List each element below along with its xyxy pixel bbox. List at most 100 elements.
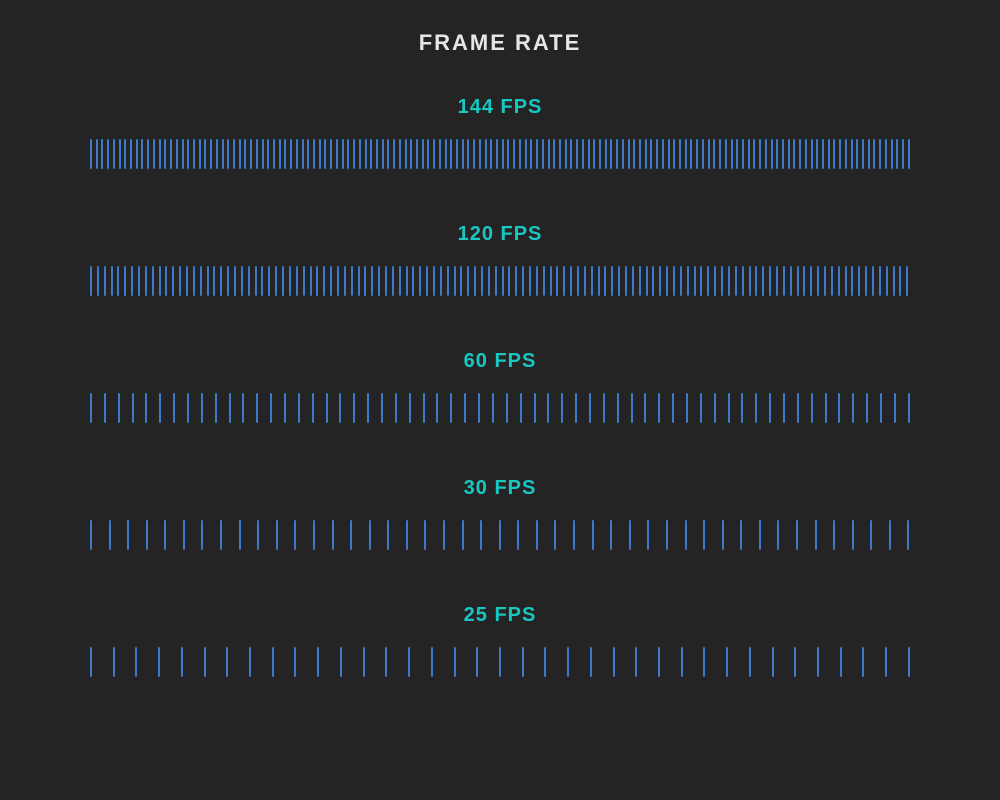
fps-tick xyxy=(902,139,904,169)
fps-tick xyxy=(173,393,175,423)
fps-tick xyxy=(233,139,235,169)
frame-rate-infographic: FRAME RATE 144 FPS120 FPS60 FPS30 FPS25 … xyxy=(0,0,1000,800)
fps-tick xyxy=(522,647,524,677)
fps-tick xyxy=(906,266,908,296)
fps-tick xyxy=(576,139,578,169)
fps-tick xyxy=(462,139,464,169)
fps-tick xyxy=(810,266,812,296)
fps-tick xyxy=(573,520,575,550)
fps-tick xyxy=(447,266,449,296)
fps-tick xyxy=(879,139,881,169)
fps-tick xyxy=(908,393,910,423)
fps-row-label: 30 FPS xyxy=(464,477,537,500)
fps-tick xyxy=(467,266,469,296)
fps-tick-track xyxy=(90,643,910,677)
fps-tick xyxy=(696,139,698,169)
fps-tick xyxy=(229,393,231,423)
fps-tick xyxy=(257,520,259,550)
fps-tick xyxy=(522,266,524,296)
fps-tick xyxy=(668,139,670,169)
fps-row-label: 144 FPS xyxy=(458,96,543,119)
fps-tick xyxy=(728,266,730,296)
fps-tick xyxy=(450,393,452,423)
fps-tick xyxy=(104,266,106,296)
fps-tick xyxy=(130,139,132,169)
fps-tick xyxy=(272,647,274,677)
fps-tick xyxy=(406,266,408,296)
fps-tick xyxy=(90,266,92,296)
fps-row-label: 60 FPS xyxy=(464,350,537,373)
fps-tick xyxy=(481,266,483,296)
fps-tick xyxy=(358,266,360,296)
fps-tick xyxy=(529,266,531,296)
fps-tick xyxy=(783,393,785,423)
fps-tick xyxy=(880,393,882,423)
fps-tick xyxy=(666,266,668,296)
fps-tick xyxy=(680,266,682,296)
fps-tick xyxy=(577,266,579,296)
fps-tick xyxy=(496,139,498,169)
fps-tick xyxy=(845,139,847,169)
fps-tick xyxy=(502,266,504,296)
fps-tick xyxy=(317,647,319,677)
fps-tick xyxy=(480,520,482,550)
fps-tick xyxy=(508,266,510,296)
fps-tick xyxy=(748,139,750,169)
fps-tick xyxy=(159,139,161,169)
fps-tick xyxy=(353,393,355,423)
fps-tick xyxy=(427,139,429,169)
fps-tick xyxy=(610,139,612,169)
fps-tick xyxy=(645,139,647,169)
fps-tick xyxy=(515,266,517,296)
fps-tick xyxy=(216,139,218,169)
fps-tick xyxy=(153,139,155,169)
fps-tick xyxy=(385,266,387,296)
fps-tick xyxy=(777,520,779,550)
fps-tick xyxy=(725,139,727,169)
fps-tick xyxy=(119,139,121,169)
fps-tick xyxy=(290,139,292,169)
fps-tick xyxy=(769,266,771,296)
fps-tick xyxy=(467,139,469,169)
fps-tick xyxy=(439,139,441,169)
fps-tick xyxy=(499,520,501,550)
fps-tick xyxy=(267,139,269,169)
fps-tick xyxy=(749,647,751,677)
fps-tick xyxy=(179,266,181,296)
fps-tick xyxy=(618,266,620,296)
fps-tick xyxy=(908,647,910,677)
fps-tick xyxy=(382,139,384,169)
fps-tick xyxy=(431,647,433,677)
fps-tick xyxy=(582,139,584,169)
fps-tick xyxy=(613,647,615,677)
fps-tick xyxy=(412,266,414,296)
fps-tick xyxy=(610,520,612,550)
fps-tick xyxy=(816,139,818,169)
fps-tick xyxy=(319,139,321,169)
fps-tick xyxy=(132,393,134,423)
fps-tick xyxy=(536,266,538,296)
fps-tick xyxy=(371,266,373,296)
fps-tick xyxy=(275,266,277,296)
fps-tick xyxy=(686,393,688,423)
fps-tick-track xyxy=(90,262,910,296)
fps-tick xyxy=(90,139,92,169)
fps-tick xyxy=(464,393,466,423)
fps-tick xyxy=(694,266,696,296)
fps-tick xyxy=(353,139,355,169)
fps-tick xyxy=(176,139,178,169)
fps-tick xyxy=(628,139,630,169)
fps-tick xyxy=(330,139,332,169)
fps-tick xyxy=(172,266,174,296)
fps-tick xyxy=(445,139,447,169)
fps-tick xyxy=(565,139,567,169)
fps-tick xyxy=(824,266,826,296)
fps-tick xyxy=(159,393,161,423)
fps-tick xyxy=(822,139,824,169)
fps-tick xyxy=(803,266,805,296)
fps-tick xyxy=(385,647,387,677)
fps-tick xyxy=(656,139,658,169)
fps-tick xyxy=(742,139,744,169)
fps-tick xyxy=(131,266,133,296)
fps-tick xyxy=(462,520,464,550)
